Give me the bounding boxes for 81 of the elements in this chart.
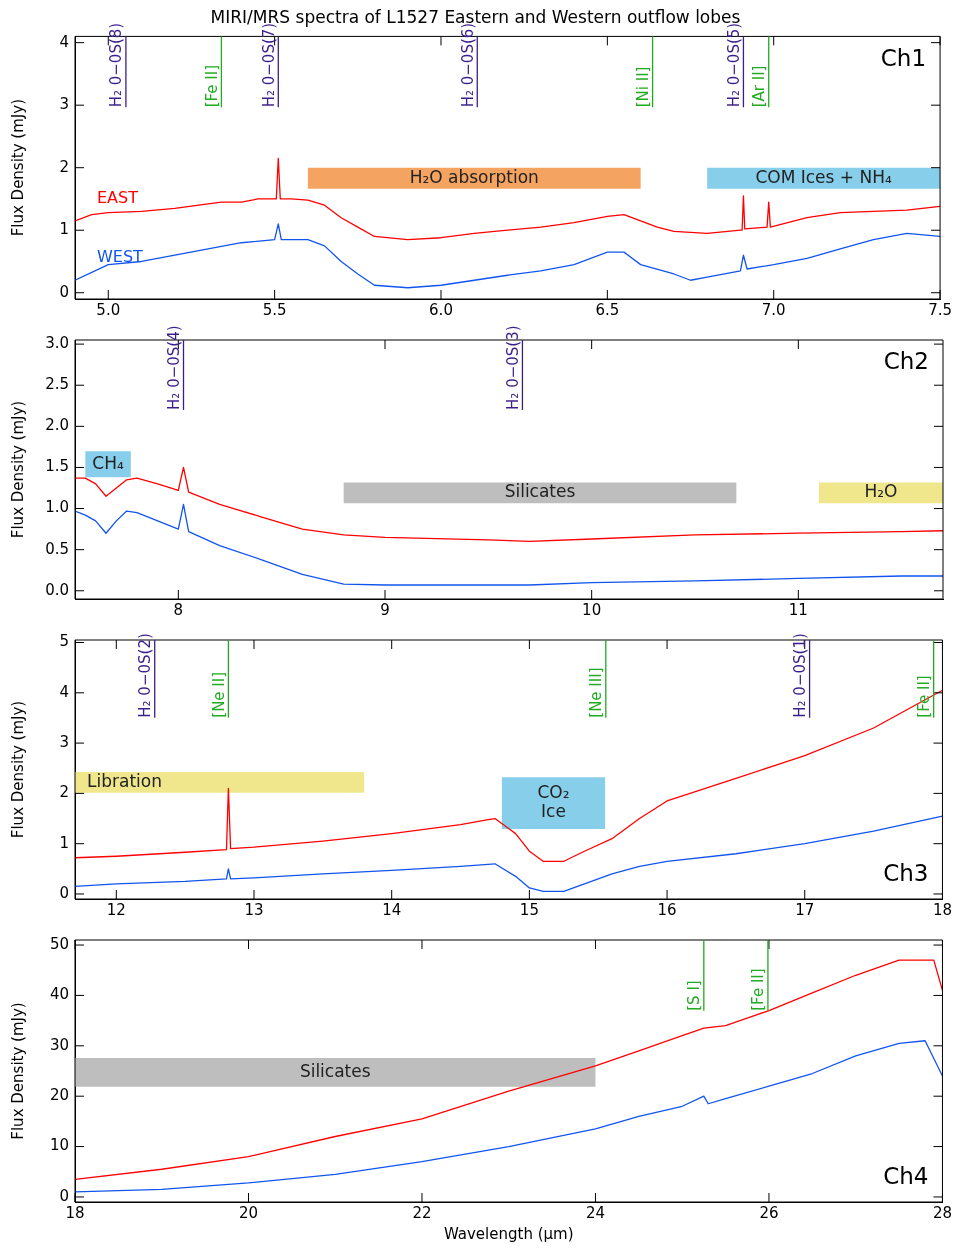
- y-tick-label: 0: [59, 282, 69, 301]
- x-axis-title: Wavelength (μm): [443, 1224, 574, 1243]
- annotation: Ch1: [880, 44, 927, 71]
- y-tick-label: 0: [59, 883, 69, 902]
- y-tick-label: 10: [49, 1136, 69, 1155]
- x-tick-label: 5.5: [262, 300, 287, 319]
- x-tick-label: 7.5: [928, 300, 952, 319]
- ref-line-label: H₂ 0−0S(2): [136, 633, 155, 718]
- ref-line-label: [Ni II]: [633, 66, 652, 108]
- ref-line-label: H₂ 0−0S(8): [107, 22, 126, 108]
- ref-line-label: [Ar II]: [750, 65, 769, 108]
- x-tick-label: 22: [412, 1203, 432, 1222]
- ref-line-label: H₂ 0−0S(5): [724, 22, 743, 108]
- band-label: CH₄: [92, 452, 124, 473]
- y-tick-label: 2.0: [45, 416, 69, 435]
- x-tick-label: 18: [65, 1203, 85, 1222]
- y-tick-label: 0.0: [45, 580, 69, 599]
- y-axis-title: Flux Density (mJy): [8, 700, 27, 839]
- x-tick-label: 28: [932, 1203, 952, 1222]
- ref-line-label: H₂ 0−0S(1): [790, 633, 809, 718]
- x-tick-label: 18: [932, 900, 952, 919]
- x-tick-label: 16: [657, 900, 677, 919]
- x-tick-label: 8: [173, 600, 184, 619]
- y-tick-label: 5: [59, 632, 69, 651]
- y-tick-label: 1.5: [45, 457, 69, 476]
- x-tick-label: 6.5: [595, 300, 620, 319]
- y-tick-label: 3: [59, 95, 69, 114]
- y-tick-label: 3: [59, 732, 69, 751]
- band-label: H₂O: [864, 481, 898, 502]
- y-tick-label: 1: [59, 833, 69, 852]
- y-tick-label: 0.5: [45, 539, 69, 558]
- x-tick-label: 26: [759, 1203, 779, 1222]
- annotation: Ch4: [883, 1163, 929, 1190]
- ref-line-label: [Fe II]: [915, 675, 934, 718]
- y-tick-label: 20: [49, 1086, 69, 1105]
- band-label: Libration: [87, 770, 162, 791]
- y-tick-label: 2.5: [45, 375, 69, 394]
- y-tick-label: 1: [59, 220, 69, 239]
- series-label: EAST: [97, 188, 139, 207]
- ref-line-label: [Ne III]: [587, 667, 606, 718]
- x-tick-label: 5.0: [96, 300, 121, 319]
- y-tick-label: 4: [59, 32, 69, 51]
- y-tick-label: 40: [49, 985, 69, 1004]
- x-tick-label: 14: [382, 900, 402, 919]
- x-tick-label: 7.0: [761, 300, 786, 319]
- y-tick-label: 30: [49, 1035, 69, 1054]
- x-tick-label: 20: [238, 1203, 259, 1222]
- x-tick-label: 13: [244, 900, 264, 919]
- band-label: Silicates: [504, 481, 576, 502]
- series-label: WEST: [97, 247, 144, 267]
- ref-line-label: H₂ 0−0S(7): [259, 22, 278, 108]
- ref-line-label: H₂ 0−0S(3): [503, 325, 522, 410]
- y-tick-label: 4: [59, 682, 69, 701]
- x-tick-label: 11: [788, 600, 808, 619]
- ref-line-label: [Fe II]: [749, 968, 768, 1011]
- ref-line-label: H₂ 0−0S(4): [164, 325, 183, 410]
- ref-line-label: [Ne II]: [209, 671, 228, 718]
- x-tick-label: 9: [380, 600, 390, 619]
- y-tick-label: 50: [49, 934, 69, 953]
- x-tick-label: 17: [795, 900, 815, 919]
- x-tick-label: 10: [582, 600, 602, 619]
- annotation: Ch3: [883, 860, 929, 887]
- y-tick-label: 2: [59, 157, 69, 176]
- ref-line-label: [Fe II]: [202, 64, 221, 108]
- y-tick-label: 0: [59, 1186, 69, 1205]
- y-axis-title: Flux Density (mJy): [8, 400, 27, 539]
- band-label: CO₂ Ice: [537, 782, 570, 822]
- band-label: Silicates: [299, 1060, 371, 1081]
- band-label: COM Ices + NH₄: [755, 166, 892, 187]
- ref-line-label: [S I]: [685, 980, 704, 1011]
- annotation: Ch2: [883, 348, 929, 375]
- x-tick-label: 12: [106, 900, 126, 919]
- x-tick-label: 15: [519, 900, 539, 919]
- y-tick-label: 3.0: [45, 334, 69, 352]
- x-tick-label: 24: [585, 1203, 606, 1222]
- band-label: H₂O absorption: [409, 166, 539, 187]
- y-tick-label: 2: [59, 783, 69, 802]
- y-axis-title: Flux Density (mJy): [8, 99, 27, 237]
- x-tick-label: 6.0: [429, 300, 453, 319]
- y-axis-title: Flux Density (mJy): [8, 1002, 27, 1140]
- y-tick-label: 1.0: [45, 498, 69, 517]
